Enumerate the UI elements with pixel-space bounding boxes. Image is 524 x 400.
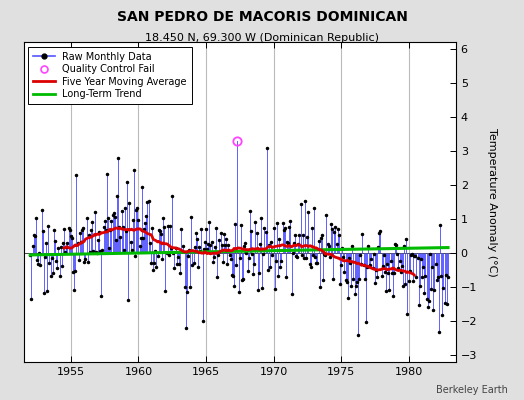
Text: Berkeley Earth: Berkeley Earth (436, 385, 508, 395)
Y-axis label: Temperature Anomaly (°C): Temperature Anomaly (°C) (487, 128, 497, 276)
Legend: Raw Monthly Data, Quality Control Fail, Five Year Moving Average, Long-Term Tren: Raw Monthly Data, Quality Control Fail, … (28, 47, 192, 104)
Text: SAN PEDRO DE MACORIS DOMINICAN: SAN PEDRO DE MACORIS DOMINICAN (116, 10, 408, 24)
Text: 18.450 N, 69.300 W (Dominican Republic): 18.450 N, 69.300 W (Dominican Republic) (145, 33, 379, 43)
